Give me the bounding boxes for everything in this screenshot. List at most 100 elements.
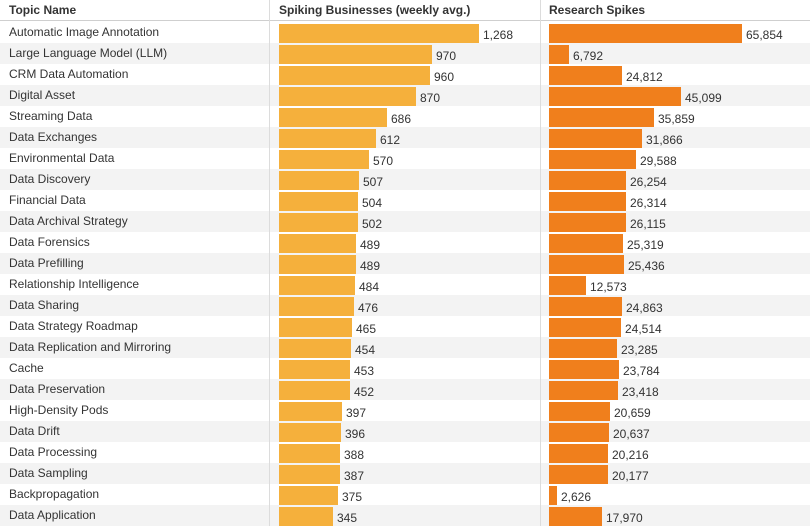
research-bar [549, 45, 569, 64]
research-bar [549, 465, 608, 484]
table-row: Data Exchanges 612 31,866 [0, 127, 810, 148]
research-bar [549, 507, 602, 526]
businesses-bar [279, 87, 416, 106]
topic-name: Streaming Data [9, 109, 93, 123]
research-value-label: 65,854 [746, 28, 783, 42]
research-bar [549, 66, 622, 85]
topic-name: Data Sharing [9, 298, 80, 312]
businesses-value-label: 476 [358, 301, 379, 315]
header-spiking-businesses[interactable]: Spiking Businesses (weekly avg.) [279, 3, 471, 17]
topic-name: Automatic Image Annotation [9, 25, 160, 39]
topic-name: Digital Asset [9, 88, 76, 102]
table-row: Data Discovery 507 26,254 [0, 169, 810, 190]
businesses-bar [279, 45, 432, 64]
businesses-value-label: 484 [359, 280, 380, 294]
businesses-bar [279, 66, 430, 85]
table-row: Large Language Model (LLM) 970 6,792 [0, 43, 810, 64]
businesses-value-label: 970 [436, 49, 457, 63]
businesses-bar [279, 171, 359, 190]
research-bar [549, 297, 622, 316]
businesses-value-label: 452 [354, 385, 375, 399]
header-topic-name[interactable]: Topic Name [9, 3, 77, 17]
research-bar [549, 213, 626, 232]
research-bar [549, 234, 623, 253]
research-value-label: 12,573 [590, 280, 627, 294]
businesses-bar [279, 318, 352, 337]
businesses-value-label: 397 [346, 406, 367, 420]
table-row: Data Drift 396 20,637 [0, 421, 810, 442]
businesses-bar [279, 213, 358, 232]
table-row: Data Prefilling 489 25,436 [0, 253, 810, 274]
businesses-value-label: 454 [355, 343, 376, 357]
research-value-label: 26,314 [630, 196, 667, 210]
topic-name: Data Prefilling [9, 256, 84, 270]
businesses-bar [279, 276, 355, 295]
research-bar [549, 24, 742, 43]
table-row: Relationship Intelligence 484 12,573 [0, 274, 810, 295]
research-value-label: 20,637 [613, 427, 650, 441]
research-value-label: 26,254 [630, 175, 667, 189]
topic-name: Data Exchanges [9, 130, 98, 144]
topic-name: Data Drift [9, 424, 60, 438]
businesses-bar [279, 108, 387, 127]
businesses-bar [279, 129, 376, 148]
businesses-bar [279, 339, 351, 358]
businesses-value-label: 453 [354, 364, 375, 378]
research-bar [549, 423, 609, 442]
research-value-label: 23,285 [621, 343, 658, 357]
businesses-bar [279, 150, 369, 169]
research-value-label: 2,626 [561, 490, 592, 504]
businesses-value-label: 388 [344, 448, 365, 462]
topic-name: Cache [9, 361, 44, 375]
businesses-bar [279, 507, 333, 526]
table-row: Data Replication and Mirroring 454 23,285 [0, 337, 810, 358]
businesses-bar [279, 444, 340, 463]
research-bar [549, 276, 586, 295]
header-research-spikes[interactable]: Research Spikes [549, 3, 646, 17]
research-bar [549, 150, 636, 169]
research-bar [549, 402, 610, 421]
topic-name: Data Discovery [9, 172, 91, 186]
businesses-bar [279, 423, 341, 442]
research-value-label: 26,115 [630, 217, 666, 231]
topic-name: Data Sampling [9, 466, 88, 480]
research-value-label: 20,216 [612, 448, 649, 462]
businesses-bar [279, 360, 350, 379]
research-value-label: 31,866 [646, 133, 683, 147]
table-row: CRM Data Automation 960 24,812 [0, 64, 810, 85]
topic-name: Data Strategy Roadmap [9, 319, 138, 333]
research-value-label: 45,099 [685, 91, 722, 105]
table-row: Automatic Image Annotation 1,268 65,854 [0, 22, 810, 43]
businesses-bar [279, 24, 479, 43]
research-value-label: 6,792 [573, 49, 604, 63]
table-row: Streaming Data 686 35,859 [0, 106, 810, 127]
research-value-label: 23,784 [623, 364, 660, 378]
table-row: Data Sampling 387 20,177 [0, 463, 810, 484]
research-bar [549, 444, 608, 463]
research-bar [549, 339, 617, 358]
table-row: Data Processing 388 20,216 [0, 442, 810, 463]
research-bar [549, 171, 626, 190]
table-row: Backpropagation 375 2,626 [0, 484, 810, 505]
businesses-value-label: 396 [345, 427, 366, 441]
research-bar [549, 129, 642, 148]
businesses-value-label: 465 [356, 322, 377, 336]
businesses-value-label: 686 [391, 112, 412, 126]
research-bar [549, 108, 654, 127]
research-value-label: 20,177 [612, 469, 649, 483]
research-bar [549, 318, 621, 337]
topic-name: Backpropagation [9, 487, 100, 501]
column-divider [540, 0, 541, 526]
table-row: Data Archival Strategy 502 26,115 [0, 211, 810, 232]
research-value-label: 24,863 [626, 301, 663, 315]
research-value-label: 24,514 [625, 322, 662, 336]
table-row: Data Application 345 17,970 [0, 505, 810, 526]
topic-name: Financial Data [9, 193, 86, 207]
businesses-bar [279, 402, 342, 421]
businesses-value-label: 489 [360, 259, 381, 273]
topic-name: CRM Data Automation [9, 67, 129, 81]
table-row: Digital Asset 870 45,099 [0, 85, 810, 106]
businesses-value-label: 387 [344, 469, 365, 483]
research-bar [549, 192, 626, 211]
table-header: Topic Name Spiking Businesses (weekly av… [0, 0, 810, 21]
